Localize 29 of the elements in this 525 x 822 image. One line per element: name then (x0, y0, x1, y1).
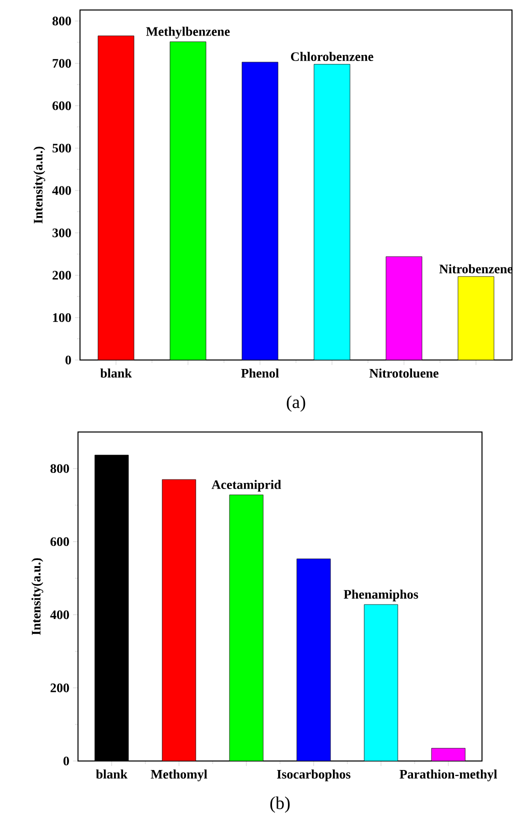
x-tick-label: Isocarbophos (277, 770, 350, 782)
y-tick-label: 800 (50, 464, 69, 473)
x-tick-label: blank (100, 368, 132, 378)
annotation: Phenamiphos (344, 590, 418, 602)
x-tick-label: blank (96, 770, 128, 779)
y-tick-label: 700 (52, 59, 71, 68)
y-tick-label: 100 (53, 313, 71, 322)
y-tick-label: 600 (50, 537, 69, 546)
y-tick-label: 0 (66, 356, 71, 364)
text: (b) (270, 796, 290, 813)
annotation: Chlorobenzene (291, 52, 374, 62)
y-tick-label: 300 (52, 228, 71, 238)
y-axis-title: Intensity(a.u.) (33, 146, 46, 224)
y-tick-label: 400 (52, 186, 71, 195)
x-tick-label: Nitrotoluene (369, 368, 438, 378)
y-tick-label: 200 (52, 270, 71, 280)
annotation: Acetamiprid (212, 480, 282, 492)
x-tick-label: Phenol (241, 368, 279, 378)
annotation: Methylbenzene (146, 26, 230, 39)
y-tick-label: 500 (52, 144, 71, 152)
y-axis-title: Intensity(a.u.) (31, 558, 44, 635)
x-tick-label: Methomyl (150, 770, 208, 782)
y-tick-label: 0 (64, 756, 69, 766)
y-tick-label: 400 (50, 610, 69, 620)
y-tick-label: 200 (50, 684, 69, 692)
y-tick-label: 800 (52, 16, 71, 26)
y-tick-label: 600 (52, 101, 71, 110)
text: (a) (286, 396, 306, 412)
x-tick-label: Parathion-methyl (400, 770, 498, 782)
